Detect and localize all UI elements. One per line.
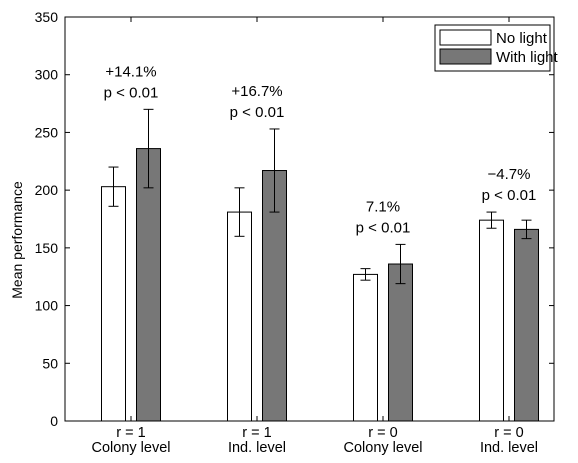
y-tick-label: 350 xyxy=(35,9,59,25)
annotation-label: p < 0.01 xyxy=(230,104,285,121)
annotation-label: p < 0.01 xyxy=(356,219,411,236)
bar-no-light xyxy=(227,211,252,422)
y-axis-label: Mean performance xyxy=(9,181,25,299)
y-tick-label: 200 xyxy=(35,182,59,198)
bar-with-light xyxy=(136,148,161,422)
x-category-label: r = 0 xyxy=(494,425,523,441)
annotation-label: +16.7% xyxy=(231,83,282,100)
annotation-label: p < 0.01 xyxy=(482,187,537,204)
annotation-label: p < 0.01 xyxy=(104,84,159,101)
x-category-label: Colony level xyxy=(344,440,423,456)
x-category-label: r = 1 xyxy=(242,425,271,441)
annotation-label: −4.7% xyxy=(488,166,531,183)
x-category-label: Ind. level xyxy=(480,440,538,456)
bar-with-light xyxy=(388,263,413,422)
y-tick-label: 250 xyxy=(35,124,59,140)
legend-label: With light xyxy=(496,49,559,66)
plot-frame xyxy=(64,16,555,422)
y-tick-label: 0 xyxy=(50,413,58,429)
bar-with-light xyxy=(514,228,539,422)
x-category-label: r = 1 xyxy=(116,425,145,441)
bar-no-light xyxy=(101,186,126,422)
annotation-label: 7.1% xyxy=(366,198,400,215)
annotation-label: +14.1% xyxy=(105,63,156,80)
x-category-label: Ind. level xyxy=(228,440,286,456)
y-tick-label: 100 xyxy=(35,298,59,314)
bar-no-light xyxy=(353,273,378,422)
legend-swatch-with-light xyxy=(439,48,492,65)
y-tick-label: 50 xyxy=(42,355,58,371)
legend-swatch-no-light xyxy=(439,29,492,46)
legend-label: No light xyxy=(496,30,548,47)
x-category-label: r = 0 xyxy=(368,425,397,441)
bar-no-light xyxy=(479,219,504,422)
y-tick-label: 300 xyxy=(35,67,59,83)
x-category-label: Colony level xyxy=(92,440,171,456)
y-tick-label: 150 xyxy=(35,240,59,256)
